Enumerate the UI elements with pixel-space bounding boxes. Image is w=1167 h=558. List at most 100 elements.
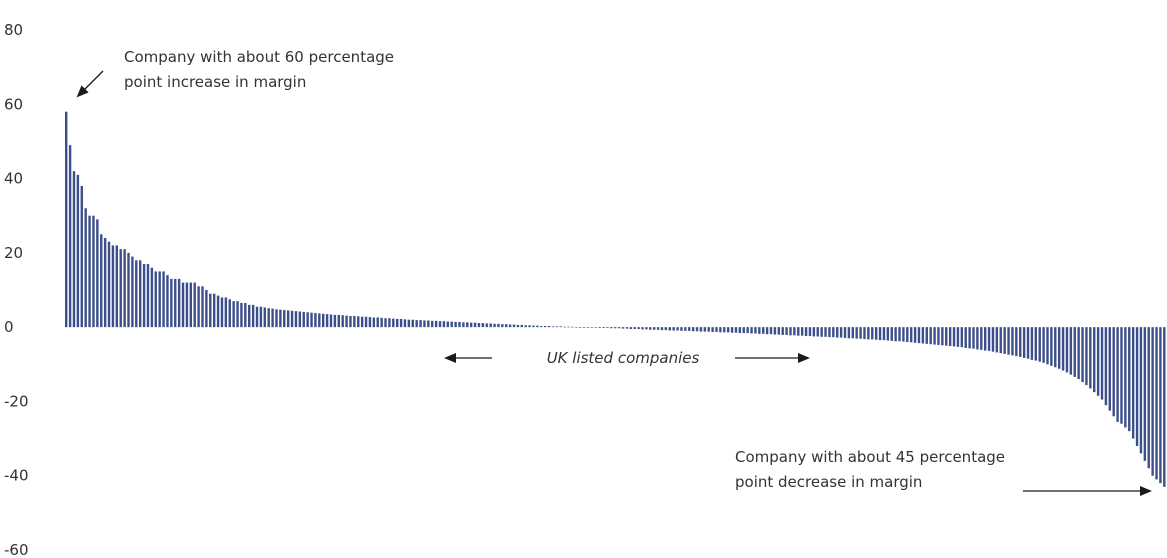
bar	[197, 286, 200, 328]
bar	[427, 320, 430, 328]
bar	[349, 316, 352, 328]
bar	[606, 327, 609, 328]
bar	[111, 245, 115, 328]
y-tick-label: 60	[4, 95, 23, 113]
bar	[703, 327, 707, 332]
bar	[505, 324, 508, 328]
bar	[890, 327, 893, 341]
bar	[446, 321, 450, 328]
bar	[1019, 327, 1022, 357]
bar	[762, 327, 765, 334]
bar	[851, 327, 854, 339]
bar	[263, 307, 266, 328]
bar	[154, 271, 157, 328]
bar	[886, 327, 890, 341]
bottom-annotation-line1: Company with about 45 percentage	[735, 448, 1005, 466]
y-tick-label: 0	[4, 318, 14, 336]
bar	[166, 275, 169, 328]
bar	[680, 327, 683, 331]
bar	[431, 320, 434, 328]
bar	[956, 327, 960, 347]
bar	[882, 327, 886, 341]
bar	[294, 311, 298, 328]
bar	[442, 321, 446, 328]
bar	[131, 256, 134, 328]
bar	[193, 282, 196, 328]
bar	[466, 322, 469, 328]
bar	[1022, 327, 1026, 358]
bar	[135, 260, 138, 328]
bar	[660, 327, 664, 331]
bar	[637, 327, 640, 329]
bar	[715, 327, 718, 332]
bar	[103, 238, 107, 328]
bar	[1054, 327, 1057, 368]
bar	[177, 278, 181, 328]
bar	[532, 325, 535, 328]
bar	[972, 327, 975, 349]
bar	[1065, 327, 1069, 373]
bar	[941, 327, 944, 346]
bar	[1081, 327, 1084, 383]
bar	[773, 327, 777, 335]
bar	[329, 314, 333, 328]
bar	[395, 318, 399, 328]
bar	[800, 327, 804, 336]
bar	[933, 327, 936, 345]
bar	[158, 271, 161, 328]
bar	[469, 322, 473, 328]
bar	[1085, 327, 1088, 386]
bar	[688, 327, 691, 331]
bar	[146, 264, 150, 328]
bar	[84, 208, 87, 328]
bar	[691, 327, 695, 332]
bar	[948, 327, 952, 347]
bar	[668, 327, 671, 331]
bar	[376, 317, 379, 328]
bar	[150, 267, 154, 328]
bar	[742, 327, 745, 334]
bar	[267, 308, 270, 328]
bar	[516, 324, 520, 328]
bar	[625, 327, 629, 329]
bar	[407, 319, 411, 328]
bar	[999, 327, 1002, 354]
bar	[808, 327, 812, 337]
bar	[906, 327, 909, 342]
bar	[633, 327, 636, 329]
bar	[142, 264, 146, 328]
bar	[80, 186, 83, 328]
bar	[730, 327, 734, 333]
bar	[438, 321, 442, 328]
bar	[874, 327, 878, 340]
bar	[162, 271, 165, 328]
bar	[765, 327, 769, 335]
bar	[1050, 327, 1053, 366]
bar	[512, 324, 516, 328]
bar	[1151, 327, 1154, 476]
bar	[1159, 327, 1162, 484]
bar	[602, 327, 605, 328]
bars	[65, 111, 1166, 487]
bar	[1038, 327, 1041, 362]
bar	[995, 327, 999, 353]
bar	[384, 318, 387, 328]
bar	[1061, 327, 1065, 371]
bar	[832, 327, 835, 338]
bar	[1116, 327, 1119, 422]
bar	[641, 327, 644, 330]
bar	[205, 290, 208, 328]
bar	[119, 249, 122, 328]
y-tick-label: -20	[4, 392, 29, 410]
bar	[209, 293, 212, 328]
bar	[1100, 327, 1104, 400]
bar	[1120, 327, 1123, 424]
bar	[563, 326, 566, 328]
bar	[1131, 327, 1135, 439]
bar	[123, 249, 126, 328]
bar	[1135, 327, 1139, 446]
bar	[652, 327, 656, 330]
bar	[567, 326, 570, 328]
bar	[925, 327, 928, 344]
